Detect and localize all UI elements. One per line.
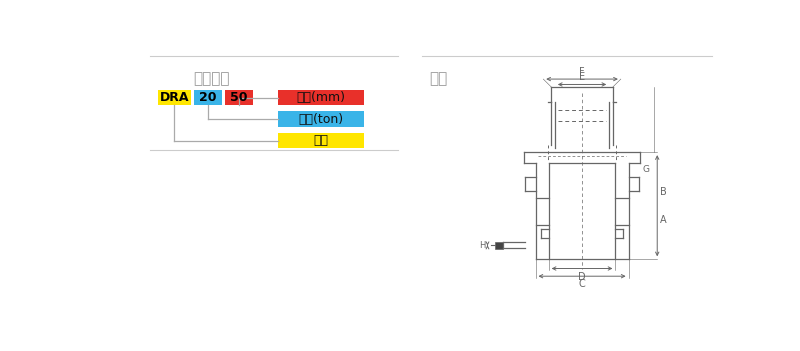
Bar — [194, 90, 222, 105]
Text: 型号说明: 型号说明 — [193, 71, 230, 86]
Text: 载荷(ton): 载荷(ton) — [298, 113, 343, 126]
Text: 20: 20 — [199, 91, 217, 104]
Text: A: A — [659, 216, 666, 225]
Text: G: G — [642, 165, 650, 173]
Text: B: B — [659, 187, 666, 197]
Text: E: E — [579, 72, 585, 82]
Text: D: D — [578, 272, 586, 282]
Text: F: F — [579, 67, 585, 77]
Text: 尺寸: 尺寸 — [430, 71, 448, 86]
Text: DRA: DRA — [160, 91, 189, 104]
Text: 行程(mm): 行程(mm) — [296, 91, 346, 104]
Bar — [278, 90, 363, 105]
Bar — [158, 90, 190, 105]
Text: H: H — [479, 241, 486, 250]
Text: C: C — [578, 279, 586, 289]
Bar — [225, 90, 253, 105]
Text: 50: 50 — [230, 91, 247, 104]
Bar — [495, 241, 503, 249]
Text: 型号: 型号 — [314, 134, 328, 147]
Bar — [278, 111, 363, 127]
Bar — [278, 133, 363, 148]
